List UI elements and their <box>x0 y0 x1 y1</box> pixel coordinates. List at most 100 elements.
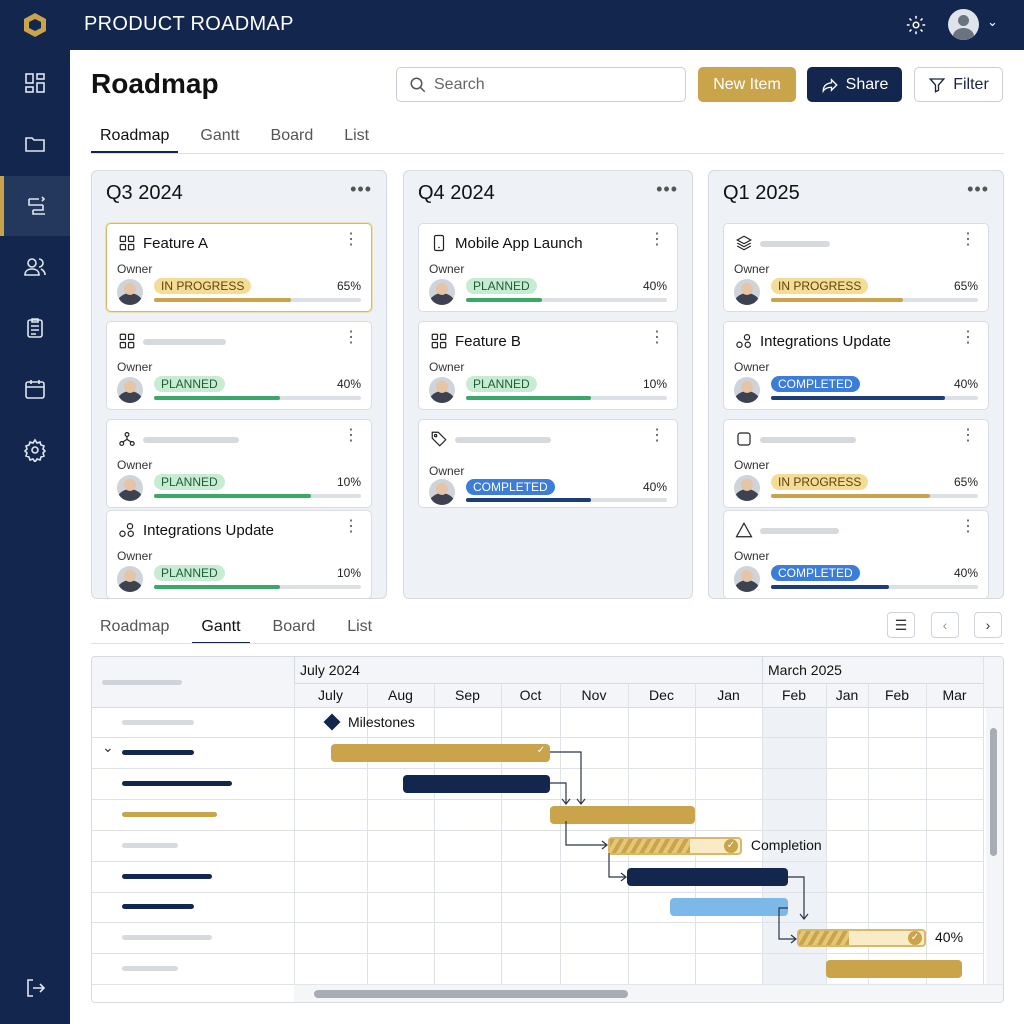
avatar <box>734 279 760 305</box>
chevron-down-icon[interactable]: ⌄ <box>987 14 998 29</box>
kebab-menu-icon[interactable]: ⋮ <box>343 231 359 248</box>
kebab-menu-icon[interactable]: ⋮ <box>649 427 665 444</box>
kebab-menu-icon[interactable]: ⋮ <box>649 329 665 346</box>
square-icon <box>737 432 751 446</box>
list-view-button[interactable]: ☰ <box>887 612 915 638</box>
roadmap-card[interactable]: Feature A ⋮ Owner IN PROGRESS 65% <box>106 223 372 312</box>
owner-label: Owner <box>429 360 465 374</box>
roadmap-card[interactable]: ⋮ Owner PLANNED 10% <box>106 419 372 508</box>
tab-roadmap[interactable]: Roadmap <box>91 127 179 153</box>
month-label: Feb <box>781 687 807 703</box>
sidebar <box>0 50 70 1024</box>
chevron-right-icon: › <box>985 617 991 633</box>
status-badge: PLANNED <box>466 278 537 294</box>
gantt-bar-progress <box>609 838 691 853</box>
gantt-bar[interactable] <box>549 805 695 824</box>
filter-button[interactable]: Filter <box>914 67 1003 102</box>
gantt-bar-progress <box>799 930 850 945</box>
avatar <box>117 566 143 592</box>
kebab-menu-icon[interactable]: ⋮ <box>343 427 359 444</box>
gantt-bar[interactable]: ✓ <box>797 928 926 947</box>
prev-button[interactable]: ‹ <box>931 612 959 638</box>
kebab-menu-icon[interactable]: ⋮ <box>343 518 359 535</box>
kebab-menu-icon[interactable]: ⋮ <box>649 231 665 248</box>
roadmap-card[interactable]: Integrations Update ⋮ Owner PLANNED 10% <box>106 510 372 598</box>
tab-gantt[interactable]: Gantt <box>192 618 250 644</box>
task-name-placeholder[interactable] <box>122 811 217 817</box>
gantt-bar[interactable]: ✓ <box>330 743 550 762</box>
task-name-placeholder[interactable] <box>122 780 232 786</box>
kebab-menu-icon[interactable]: ⋮ <box>960 329 976 346</box>
search-input[interactable]: Search <box>396 67 686 102</box>
gear-icon[interactable] <box>905 14 927 36</box>
dependency-arrow <box>608 853 625 878</box>
dependency-arrow <box>550 751 582 803</box>
more-options-icon[interactable]: ••• <box>967 179 989 199</box>
roadmap-card[interactable]: ⋮ Owner IN PROGRESS 65% <box>723 223 989 312</box>
gantt-tabs: Roadmap Gantt Board List <box>91 618 381 644</box>
gantt-bar[interactable] <box>403 774 550 793</box>
horizontal-scrollbar[interactable] <box>294 984 1003 1002</box>
sidebar-item-folder[interactable] <box>0 114 70 174</box>
kebab-menu-icon[interactable]: ⋮ <box>960 518 976 535</box>
scrollbar-thumb[interactable] <box>990 728 997 856</box>
roadmap-card[interactable]: ⋮ Owner COMPLETED 40% <box>418 419 678 508</box>
status-badge: PLANNED <box>154 565 225 581</box>
card-title: Feature A <box>143 235 209 252</box>
task-name-placeholder[interactable] <box>122 749 194 755</box>
sidebar-item-users[interactable] <box>0 237 70 297</box>
status-badge: IN PROGRESS <box>771 474 869 490</box>
sidebar-item-roadmap[interactable] <box>0 176 70 236</box>
tab-list[interactable]: List <box>344 127 370 144</box>
tab-list[interactable]: List <box>347 618 373 635</box>
next-button[interactable]: › <box>974 612 1002 638</box>
tab-board[interactable]: Board <box>272 618 316 635</box>
avatar[interactable] <box>948 9 979 40</box>
share-button[interactable]: Share <box>807 67 902 102</box>
sidebar-item-calendar[interactable] <box>0 359 70 419</box>
task-name-placeholder[interactable] <box>122 965 178 971</box>
chevron-down-icon[interactable]: ⌄ <box>102 739 114 755</box>
progress-fill <box>771 494 931 498</box>
task-name-placeholder[interactable] <box>122 873 212 879</box>
roadmap-card[interactable]: ⋮ Owner IN PROGRESS 65% <box>723 419 989 508</box>
owner-label: Owner <box>117 458 153 472</box>
task-name-placeholder[interactable] <box>122 934 212 940</box>
sidebar-item-dashboard[interactable] <box>0 53 70 113</box>
grid-line <box>367 683 368 984</box>
roadmap-card[interactable]: ⋮ Owner PLANNED 40% <box>106 321 372 410</box>
hexagon-logo <box>24 13 46 37</box>
gantt-bar[interactable] <box>826 959 962 978</box>
more-options-icon[interactable]: ••• <box>350 179 372 199</box>
roadmap-card[interactable]: Integrations Update ⋮ Owner COMPLETED 40% <box>723 321 989 410</box>
sidebar-item-logout[interactable] <box>0 958 70 1018</box>
tab-board[interactable]: Board <box>270 127 314 144</box>
kebab-menu-icon[interactable]: ⋮ <box>343 329 359 346</box>
more-options-icon[interactable]: ••• <box>656 179 678 199</box>
gantt-bar[interactable] <box>670 898 788 916</box>
new-item-button[interactable]: New Item <box>698 67 796 102</box>
tab-roadmap[interactable]: Roadmap <box>100 618 170 635</box>
tab-gantt[interactable]: Gantt <box>200 127 240 144</box>
circles-icon <box>119 523 134 537</box>
sidebar-item-settings[interactable] <box>0 420 70 480</box>
vertical-scrollbar[interactable] <box>986 708 1003 984</box>
progress-percent: 10% <box>336 475 361 489</box>
progress-fill <box>771 298 904 302</box>
logout-icon <box>27 979 46 997</box>
roadmap-card[interactable]: ⋮ Owner COMPLETED 40% <box>723 510 989 598</box>
gantt-bar[interactable]: ✓ <box>607 836 742 855</box>
task-name-placeholder[interactable] <box>122 719 194 725</box>
progress-fill <box>466 396 591 400</box>
gantt-bar[interactable] <box>627 867 788 886</box>
roadmap-card[interactable]: Mobile App Launch ⋮ Owner PLANNED 40% <box>418 223 678 312</box>
scrollbar-thumb[interactable] <box>314 990 628 998</box>
roadmap-card[interactable]: Feature B ⋮ Owner PLANNED 10% <box>418 321 678 410</box>
task-name-placeholder[interactable] <box>122 842 178 848</box>
progress-percent: 10% <box>642 377 667 391</box>
avatar <box>734 475 760 501</box>
task-name-placeholder[interactable] <box>122 904 194 909</box>
kebab-menu-icon[interactable]: ⋮ <box>960 427 976 444</box>
kebab-menu-icon[interactable]: ⋮ <box>960 231 976 248</box>
sidebar-item-tasks[interactable] <box>0 298 70 358</box>
